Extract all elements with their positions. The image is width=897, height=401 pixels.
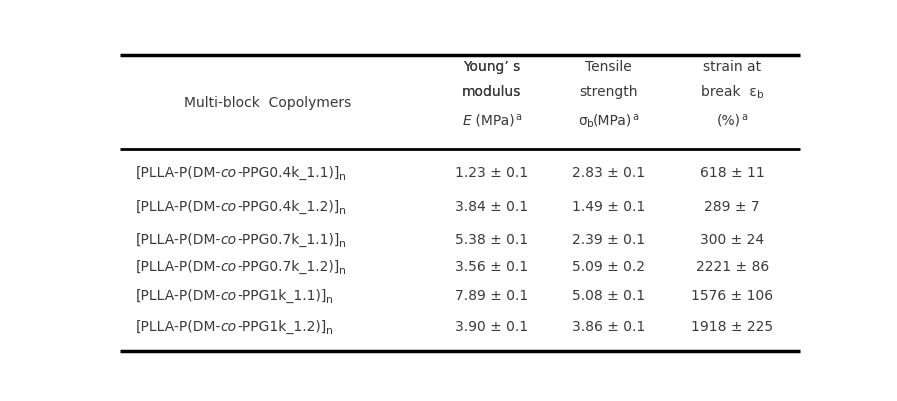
Text: co: co <box>221 166 237 180</box>
Text: modulus: modulus <box>462 85 521 99</box>
Text: n: n <box>339 265 346 275</box>
Text: -PPG1k_1.2)]: -PPG1k_1.2)] <box>237 319 327 333</box>
Text: Young’ s: Young’ s <box>463 60 520 73</box>
Text: 5.09 ± 0.2: 5.09 ± 0.2 <box>571 259 645 273</box>
Text: 7.89 ± 0.1: 7.89 ± 0.1 <box>456 288 528 302</box>
Text: 300 ± 24: 300 ± 24 <box>700 233 764 246</box>
Text: co: co <box>221 199 237 213</box>
Text: 3.90 ± 0.1: 3.90 ± 0.1 <box>456 319 528 333</box>
Text: n: n <box>339 205 346 215</box>
Text: [PLLA-P(DM-: [PLLA-P(DM- <box>135 199 221 213</box>
Text: -PPG0.7k_1.2)]: -PPG0.7k_1.2)] <box>237 259 339 273</box>
Text: co: co <box>221 288 237 302</box>
Text: a: a <box>741 111 747 122</box>
Text: 5.08 ± 0.1: 5.08 ± 0.1 <box>571 288 645 302</box>
Text: 1576 ± 106: 1576 ± 106 <box>691 288 773 302</box>
Text: (%): (%) <box>717 113 741 127</box>
Text: Tensile: Tensile <box>585 60 631 73</box>
Text: [PLLA-P(DM-: [PLLA-P(DM- <box>135 259 221 273</box>
Text: Young’ s: Young’ s <box>463 60 520 73</box>
Text: co: co <box>221 233 237 246</box>
Text: b: b <box>587 118 593 128</box>
Text: n: n <box>327 294 333 304</box>
Text: strain at: strain at <box>703 60 762 73</box>
Text: 2.39 ± 0.1: 2.39 ± 0.1 <box>571 233 645 246</box>
Text: -PPG1k_1.1)]: -PPG1k_1.1)] <box>237 288 327 302</box>
Text: (MPa): (MPa) <box>593 113 632 127</box>
Text: break  ε: break ε <box>701 85 757 99</box>
Text: 2221 ± 86: 2221 ± 86 <box>695 259 769 273</box>
Text: 5.38 ± 0.1: 5.38 ± 0.1 <box>456 233 528 246</box>
Text: modulus: modulus <box>462 85 521 99</box>
Text: 1.49 ± 0.1: 1.49 ± 0.1 <box>571 199 645 213</box>
Text: 618 ± 11: 618 ± 11 <box>700 166 764 180</box>
Text: strength: strength <box>579 85 638 99</box>
Text: 3.86 ± 0.1: 3.86 ± 0.1 <box>571 319 645 333</box>
Text: [PLLA-P(DM-: [PLLA-P(DM- <box>135 319 221 333</box>
Text: -PPG0.7k_1.1)]: -PPG0.7k_1.1)] <box>237 232 339 247</box>
Text: (MPa): (MPa) <box>472 113 515 127</box>
Text: 3.56 ± 0.1: 3.56 ± 0.1 <box>456 259 528 273</box>
Text: [PLLA-P(DM-: [PLLA-P(DM- <box>135 166 221 180</box>
Text: [PLLA-P(DM-: [PLLA-P(DM- <box>135 233 221 246</box>
Text: [PLLA-P(DM-: [PLLA-P(DM- <box>135 288 221 302</box>
Text: σ: σ <box>578 113 587 127</box>
Text: b: b <box>757 90 763 100</box>
Text: 289 ± 7: 289 ± 7 <box>704 199 760 213</box>
Text: co: co <box>221 319 237 333</box>
Text: co: co <box>221 259 237 273</box>
Text: -PPG0.4k_1.2)]: -PPG0.4k_1.2)] <box>237 199 339 213</box>
Text: E: E <box>463 113 472 127</box>
Text: 1.23 ± 0.1: 1.23 ± 0.1 <box>456 166 528 180</box>
Text: n: n <box>339 238 346 248</box>
Text: Multi-block  Copolymers: Multi-block Copolymers <box>184 96 351 109</box>
Text: n: n <box>339 171 346 181</box>
Text: 3.84 ± 0.1: 3.84 ± 0.1 <box>456 199 528 213</box>
Text: 2.83 ± 0.1: 2.83 ± 0.1 <box>571 166 645 180</box>
Text: 1918 ± 225: 1918 ± 225 <box>691 319 773 333</box>
Text: a: a <box>515 111 521 122</box>
Text: n: n <box>327 325 333 335</box>
Text: -PPG0.4k_1.1)]: -PPG0.4k_1.1)] <box>237 166 339 180</box>
Text: a: a <box>632 111 639 122</box>
